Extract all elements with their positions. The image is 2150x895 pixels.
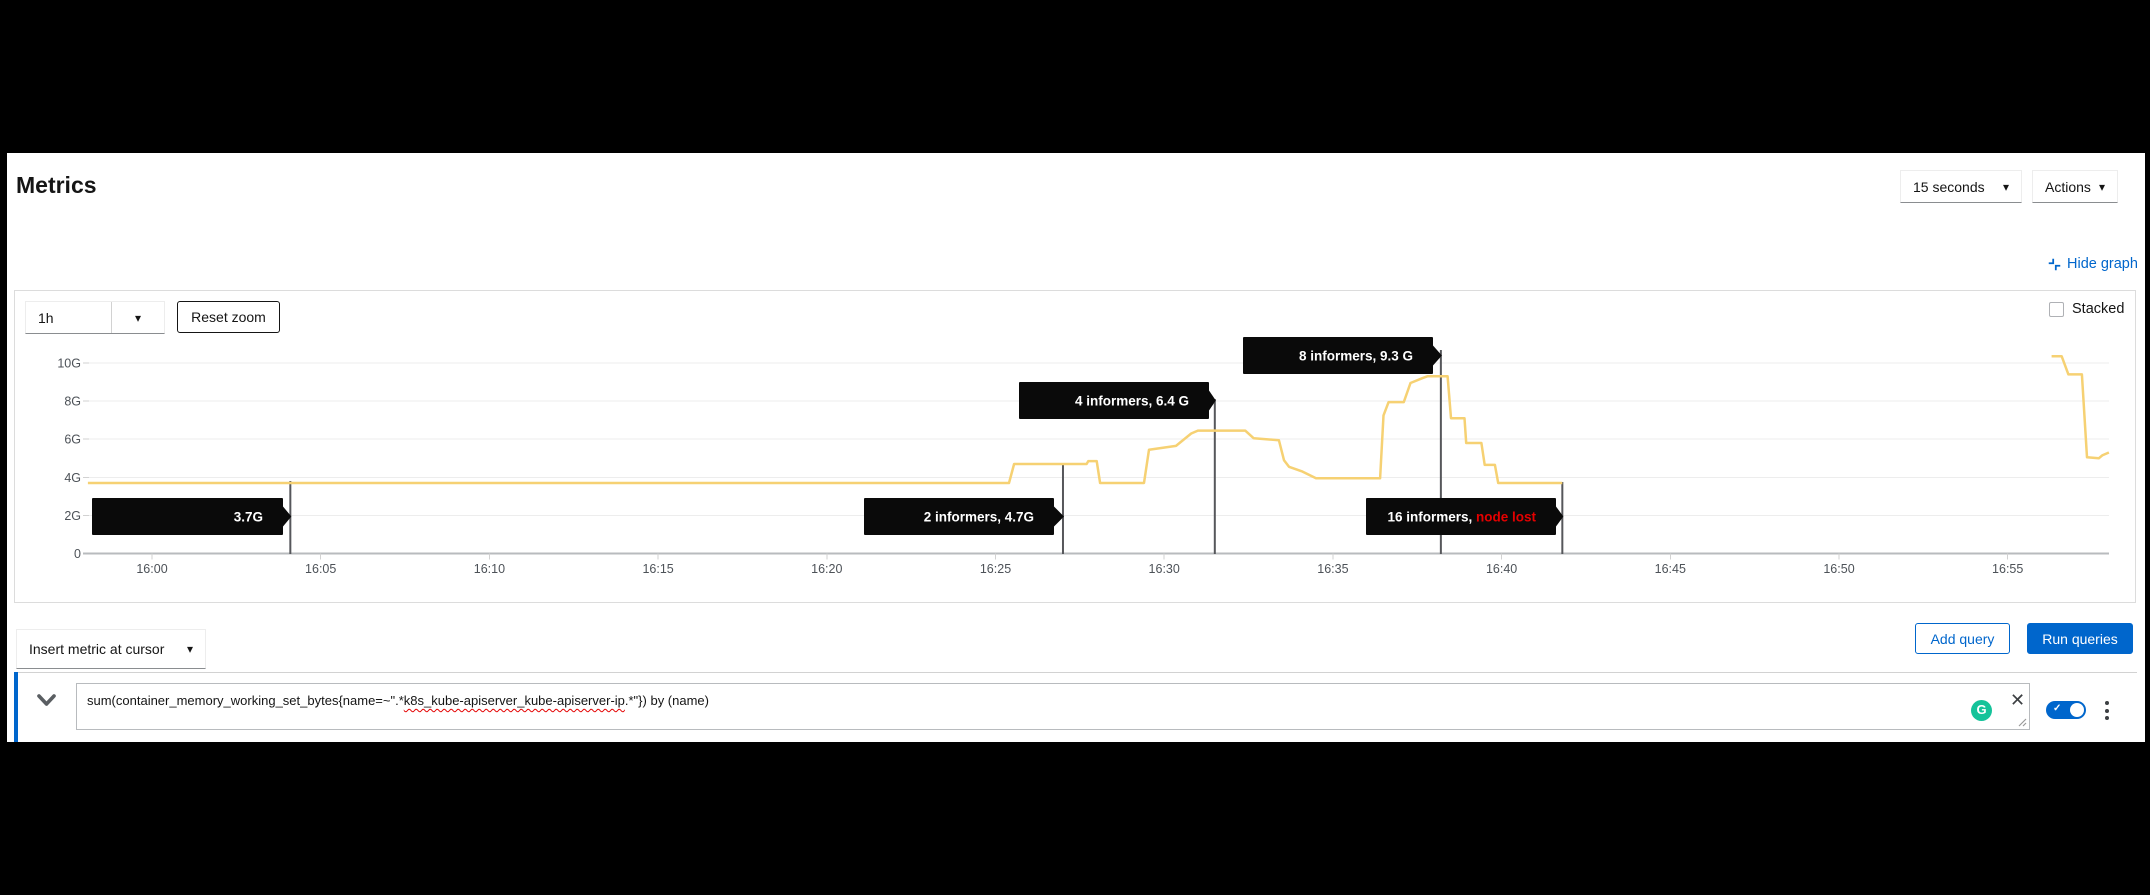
annotation-label: 2 informers, 4.7G bbox=[924, 510, 1034, 525]
y-tick-label: 4G bbox=[64, 471, 81, 485]
query-enabled-switch[interactable]: ✓ bbox=[2046, 701, 2086, 719]
timespan-select[interactable]: 1h ▾ bbox=[25, 301, 165, 334]
resize-handle-icon[interactable] bbox=[2018, 718, 2027, 727]
x-tick-label: 16:05 bbox=[305, 562, 336, 576]
x-tick-label: 16:10 bbox=[474, 562, 505, 576]
insert-metric-select[interactable]: Insert metric at cursor ▾ bbox=[16, 629, 206, 669]
grammarly-icon[interactable]: G bbox=[1971, 700, 1992, 721]
reset-zoom-button[interactable]: Reset zoom bbox=[177, 301, 280, 333]
x-tick-label: 16:45 bbox=[1655, 562, 1686, 576]
stacked-label: Stacked bbox=[2072, 301, 2125, 317]
kebab-menu-icon[interactable] bbox=[2103, 699, 2111, 722]
actions-label: Actions bbox=[2045, 178, 2091, 195]
compress-icon bbox=[2048, 258, 2061, 270]
query-card-focus-bar bbox=[14, 672, 18, 742]
x-tick-label: 16:00 bbox=[136, 562, 167, 576]
x-tick-label: 16:15 bbox=[642, 562, 673, 576]
y-tick-label: 2G bbox=[64, 509, 81, 523]
x-tick-label: 16:35 bbox=[1317, 562, 1348, 576]
query-text-prefix: sum(container_memory_working_set_bytes{n… bbox=[87, 693, 404, 708]
y-tick-label: 8G bbox=[64, 395, 81, 409]
annotation-tooltip-arrow bbox=[1556, 506, 1564, 527]
console-page: Metrics 15 seconds ▾ Actions ▾ Hide grap… bbox=[7, 153, 2145, 742]
y-tick-label: 10G bbox=[57, 357, 81, 371]
graph-panel: 1h ▾ Reset zoom Stacked 0 2G 4G 6G 8G 10G 16:0… bbox=[14, 290, 2136, 603]
annotation-label: 16 informers, node lost bbox=[1387, 510, 1536, 525]
x-tick-label: 16:55 bbox=[1992, 562, 2023, 576]
timespan-value: 1h bbox=[38, 309, 54, 326]
annotation-tooltip bbox=[1243, 337, 1433, 374]
poll-interval-value: 15 seconds bbox=[1913, 178, 1985, 195]
chevron-down-icon bbox=[37, 694, 56, 706]
query-expand-toggle[interactable] bbox=[37, 694, 56, 712]
caret-down-icon: ▾ bbox=[134, 310, 142, 325]
annotation-tooltip-arrow bbox=[1209, 390, 1216, 411]
query-expression-input[interactable]: sum(container_memory_working_set_bytes{n… bbox=[76, 683, 2030, 730]
caret-down-icon: ▾ bbox=[2002, 179, 2009, 194]
x-tick-label: 16:25 bbox=[980, 562, 1011, 576]
x-tick-label: 16:50 bbox=[1823, 562, 1854, 576]
chart-line bbox=[87, 355, 2110, 485]
page-title: Metrics bbox=[16, 172, 97, 198]
poll-interval-select[interactable]: 15 seconds ▾ bbox=[1900, 170, 2022, 203]
annotation-tooltip bbox=[1019, 382, 1209, 419]
add-query-button[interactable]: Add query bbox=[1915, 623, 2010, 654]
hide-graph-label: Hide graph bbox=[2067, 256, 2138, 272]
annotation-tooltip-arrow bbox=[1433, 345, 1442, 366]
caret-down-icon: ▾ bbox=[2098, 179, 2105, 194]
caret-down-icon: ▾ bbox=[186, 642, 193, 656]
annotation-tooltip bbox=[1366, 498, 1556, 535]
close-icon[interactable]: ✕ bbox=[2010, 690, 2026, 710]
x-tick-label: 16:40 bbox=[1486, 562, 1517, 576]
x-tick-label: 16:20 bbox=[811, 562, 842, 576]
query-card-border bbox=[14, 672, 2137, 673]
annotation-tooltip bbox=[92, 498, 283, 535]
metrics-chart[interactable]: 0 2G 4G 6G 8G 10G 16:00 16:05 16:10 16:15 16:20 16:… bbox=[15, 291, 2135, 602]
annotation-tooltip bbox=[864, 498, 1054, 535]
caret-zone: ▾ bbox=[111, 302, 164, 333]
hide-graph-link[interactable]: Hide graph bbox=[2048, 256, 2138, 272]
run-queries-button[interactable]: Run queries bbox=[2027, 623, 2133, 654]
y-tick-label: 0 bbox=[74, 547, 81, 561]
y-tick-label: 6G bbox=[64, 433, 81, 447]
stacked-checkbox[interactable] bbox=[2049, 302, 2064, 317]
query-text-suffix: .*"}) by (name) bbox=[624, 693, 709, 708]
insert-metric-label: Insert metric at cursor bbox=[29, 641, 165, 657]
check-icon: ✓ bbox=[2053, 703, 2062, 714]
annotation-label: 8 informers, 9.3 G bbox=[1299, 349, 1413, 364]
query-text-flagged: k8s_kube-apiserver_kube-apiserver-ip bbox=[403, 693, 625, 708]
annotation-tooltip-arrow bbox=[283, 506, 292, 527]
annotation-label: 4 informers, 6.4 G bbox=[1075, 394, 1189, 409]
annotation-label: 3.7G bbox=[234, 510, 263, 525]
actions-dropdown[interactable]: Actions ▾ bbox=[2032, 170, 2118, 203]
switch-knob bbox=[2070, 703, 2084, 717]
annotation-tooltip-arrow bbox=[1054, 506, 1064, 527]
x-tick-label: 16:30 bbox=[1149, 562, 1180, 576]
